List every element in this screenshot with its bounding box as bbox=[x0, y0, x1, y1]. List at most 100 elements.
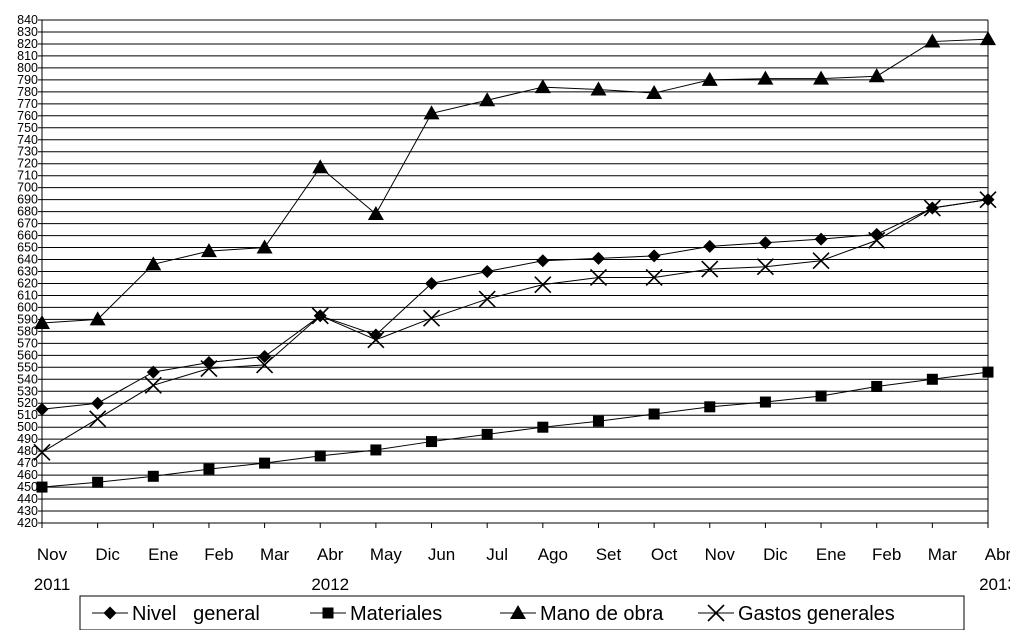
y-tick-label: 520 bbox=[17, 396, 38, 410]
data-point-square bbox=[926, 373, 938, 385]
x-tick-label: Set bbox=[596, 545, 622, 564]
data-point-square bbox=[648, 408, 660, 420]
data-point-triangle bbox=[145, 256, 162, 271]
y-tick-label: 530 bbox=[17, 384, 38, 398]
y-tick-label: 730 bbox=[17, 145, 38, 159]
data-point-x bbox=[756, 258, 774, 276]
data-point-triangle bbox=[813, 70, 830, 85]
series-markers bbox=[33, 31, 997, 493]
data-point-diamond bbox=[647, 249, 661, 263]
y-tick-label: 590 bbox=[17, 312, 38, 326]
data-point-triangle bbox=[757, 70, 774, 85]
legend-item: Mano de obra bbox=[500, 603, 664, 625]
data-point-square bbox=[370, 444, 382, 456]
data-point-x bbox=[144, 376, 162, 394]
y-tick-label: 440 bbox=[17, 492, 38, 506]
y-tick-label: 540 bbox=[17, 372, 38, 386]
data-point-square bbox=[259, 457, 271, 469]
y-tick-label: 740 bbox=[17, 133, 38, 147]
legend: Nivel general Materiales Mano de obra Gasto… bbox=[79, 595, 965, 630]
data-point-x bbox=[200, 359, 218, 378]
y-tick-label: 510 bbox=[17, 408, 38, 422]
x-marker-stroke bbox=[534, 276, 552, 294]
series-line-diamond bbox=[41, 199, 989, 410]
series-line-x bbox=[41, 199, 989, 453]
data-point-triangle bbox=[980, 31, 996, 46]
x-marker-stroke bbox=[701, 260, 719, 278]
data-point-x bbox=[422, 309, 441, 327]
y-tick-label: 500 bbox=[17, 420, 38, 434]
data-point-diamond bbox=[591, 251, 605, 265]
data-point-square bbox=[426, 436, 438, 448]
x-marker-stroke bbox=[256, 356, 274, 374]
x-marker-stroke bbox=[589, 268, 608, 287]
data-point-diamond bbox=[91, 396, 105, 410]
x-tick-label: Ene bbox=[148, 545, 178, 564]
data-point-x bbox=[645, 268, 663, 287]
y-tick-label: 610 bbox=[17, 288, 38, 302]
x-marker-stroke bbox=[979, 191, 997, 209]
x-marker-stroke bbox=[868, 231, 886, 249]
x-tick-label: Ago bbox=[538, 545, 568, 564]
y-tick-label: 840 bbox=[17, 13, 38, 27]
y-tick-label: 830 bbox=[17, 25, 38, 39]
y-tick-label: 490 bbox=[17, 432, 38, 446]
x-marker-stroke bbox=[89, 410, 107, 428]
series-lines bbox=[41, 38, 989, 488]
data-point-diamond bbox=[703, 239, 717, 253]
data-point-square bbox=[704, 401, 716, 413]
data-point-square bbox=[481, 428, 493, 440]
y-tick-label: 550 bbox=[17, 360, 38, 374]
data-point-triangle bbox=[701, 71, 718, 86]
data-point-triangle bbox=[200, 243, 217, 258]
data-point-x bbox=[89, 410, 107, 428]
data-point-diamond bbox=[536, 254, 550, 268]
data-point-diamond bbox=[369, 328, 383, 342]
y-tick-label: 420 bbox=[17, 516, 38, 530]
data-point-diamond bbox=[425, 276, 439, 290]
x-tick-label: Jun bbox=[428, 545, 455, 564]
x-tick-label: Jul bbox=[486, 545, 508, 564]
y-axis-ticks: 4204304404504604704804905005105205305405… bbox=[17, 13, 38, 530]
data-point-diamond bbox=[758, 236, 772, 250]
data-point-x bbox=[589, 268, 608, 287]
x-tick-label: Feb bbox=[204, 545, 233, 564]
x-tick-label: Oct bbox=[651, 545, 678, 564]
gridlines bbox=[38, 19, 989, 524]
data-point-diamond bbox=[146, 365, 160, 379]
y-tick-label: 810 bbox=[17, 49, 38, 63]
x-marker-stroke bbox=[923, 199, 941, 217]
data-point-x bbox=[923, 199, 941, 217]
y-tick-label: 680 bbox=[17, 205, 38, 219]
y-tick-label: 600 bbox=[17, 300, 38, 314]
x-marker-stroke bbox=[144, 376, 162, 394]
data-point-diamond bbox=[480, 265, 494, 278]
legend-item: Materiales bbox=[310, 603, 442, 625]
x-axis-ticks: Nov Dic Ene Feb Mar Abr May Jun Jul Ago Set Oct Nov D… bbox=[34, 523, 1010, 594]
y-tick-label: 580 bbox=[17, 324, 38, 338]
data-point-triangle bbox=[367, 206, 384, 221]
legend-marker-x bbox=[707, 604, 725, 622]
y-tick-label: 750 bbox=[17, 121, 38, 135]
x-marker-stroke bbox=[812, 252, 830, 270]
data-point-triangle bbox=[646, 85, 663, 100]
data-point-x bbox=[979, 191, 997, 209]
y-tick-label: 430 bbox=[17, 504, 38, 518]
data-point-x bbox=[367, 331, 385, 349]
y-tick-label: 770 bbox=[17, 97, 38, 111]
y-tick-label: 630 bbox=[17, 265, 38, 279]
data-point-triangle bbox=[590, 81, 607, 96]
x-tick-label: May bbox=[370, 545, 403, 564]
data-point-triangle bbox=[868, 68, 885, 83]
data-point-triangle bbox=[256, 239, 273, 254]
x-marker-stroke bbox=[311, 307, 329, 325]
data-point-square bbox=[982, 366, 994, 378]
y-tick-label: 670 bbox=[17, 217, 38, 231]
legend-item: Gastos generales bbox=[698, 603, 895, 625]
x-marker-stroke bbox=[478, 290, 496, 308]
x-marker-stroke bbox=[756, 258, 774, 276]
legend-marker-triangle bbox=[510, 605, 526, 619]
data-point-x bbox=[256, 356, 274, 374]
data-point-square bbox=[815, 390, 827, 402]
